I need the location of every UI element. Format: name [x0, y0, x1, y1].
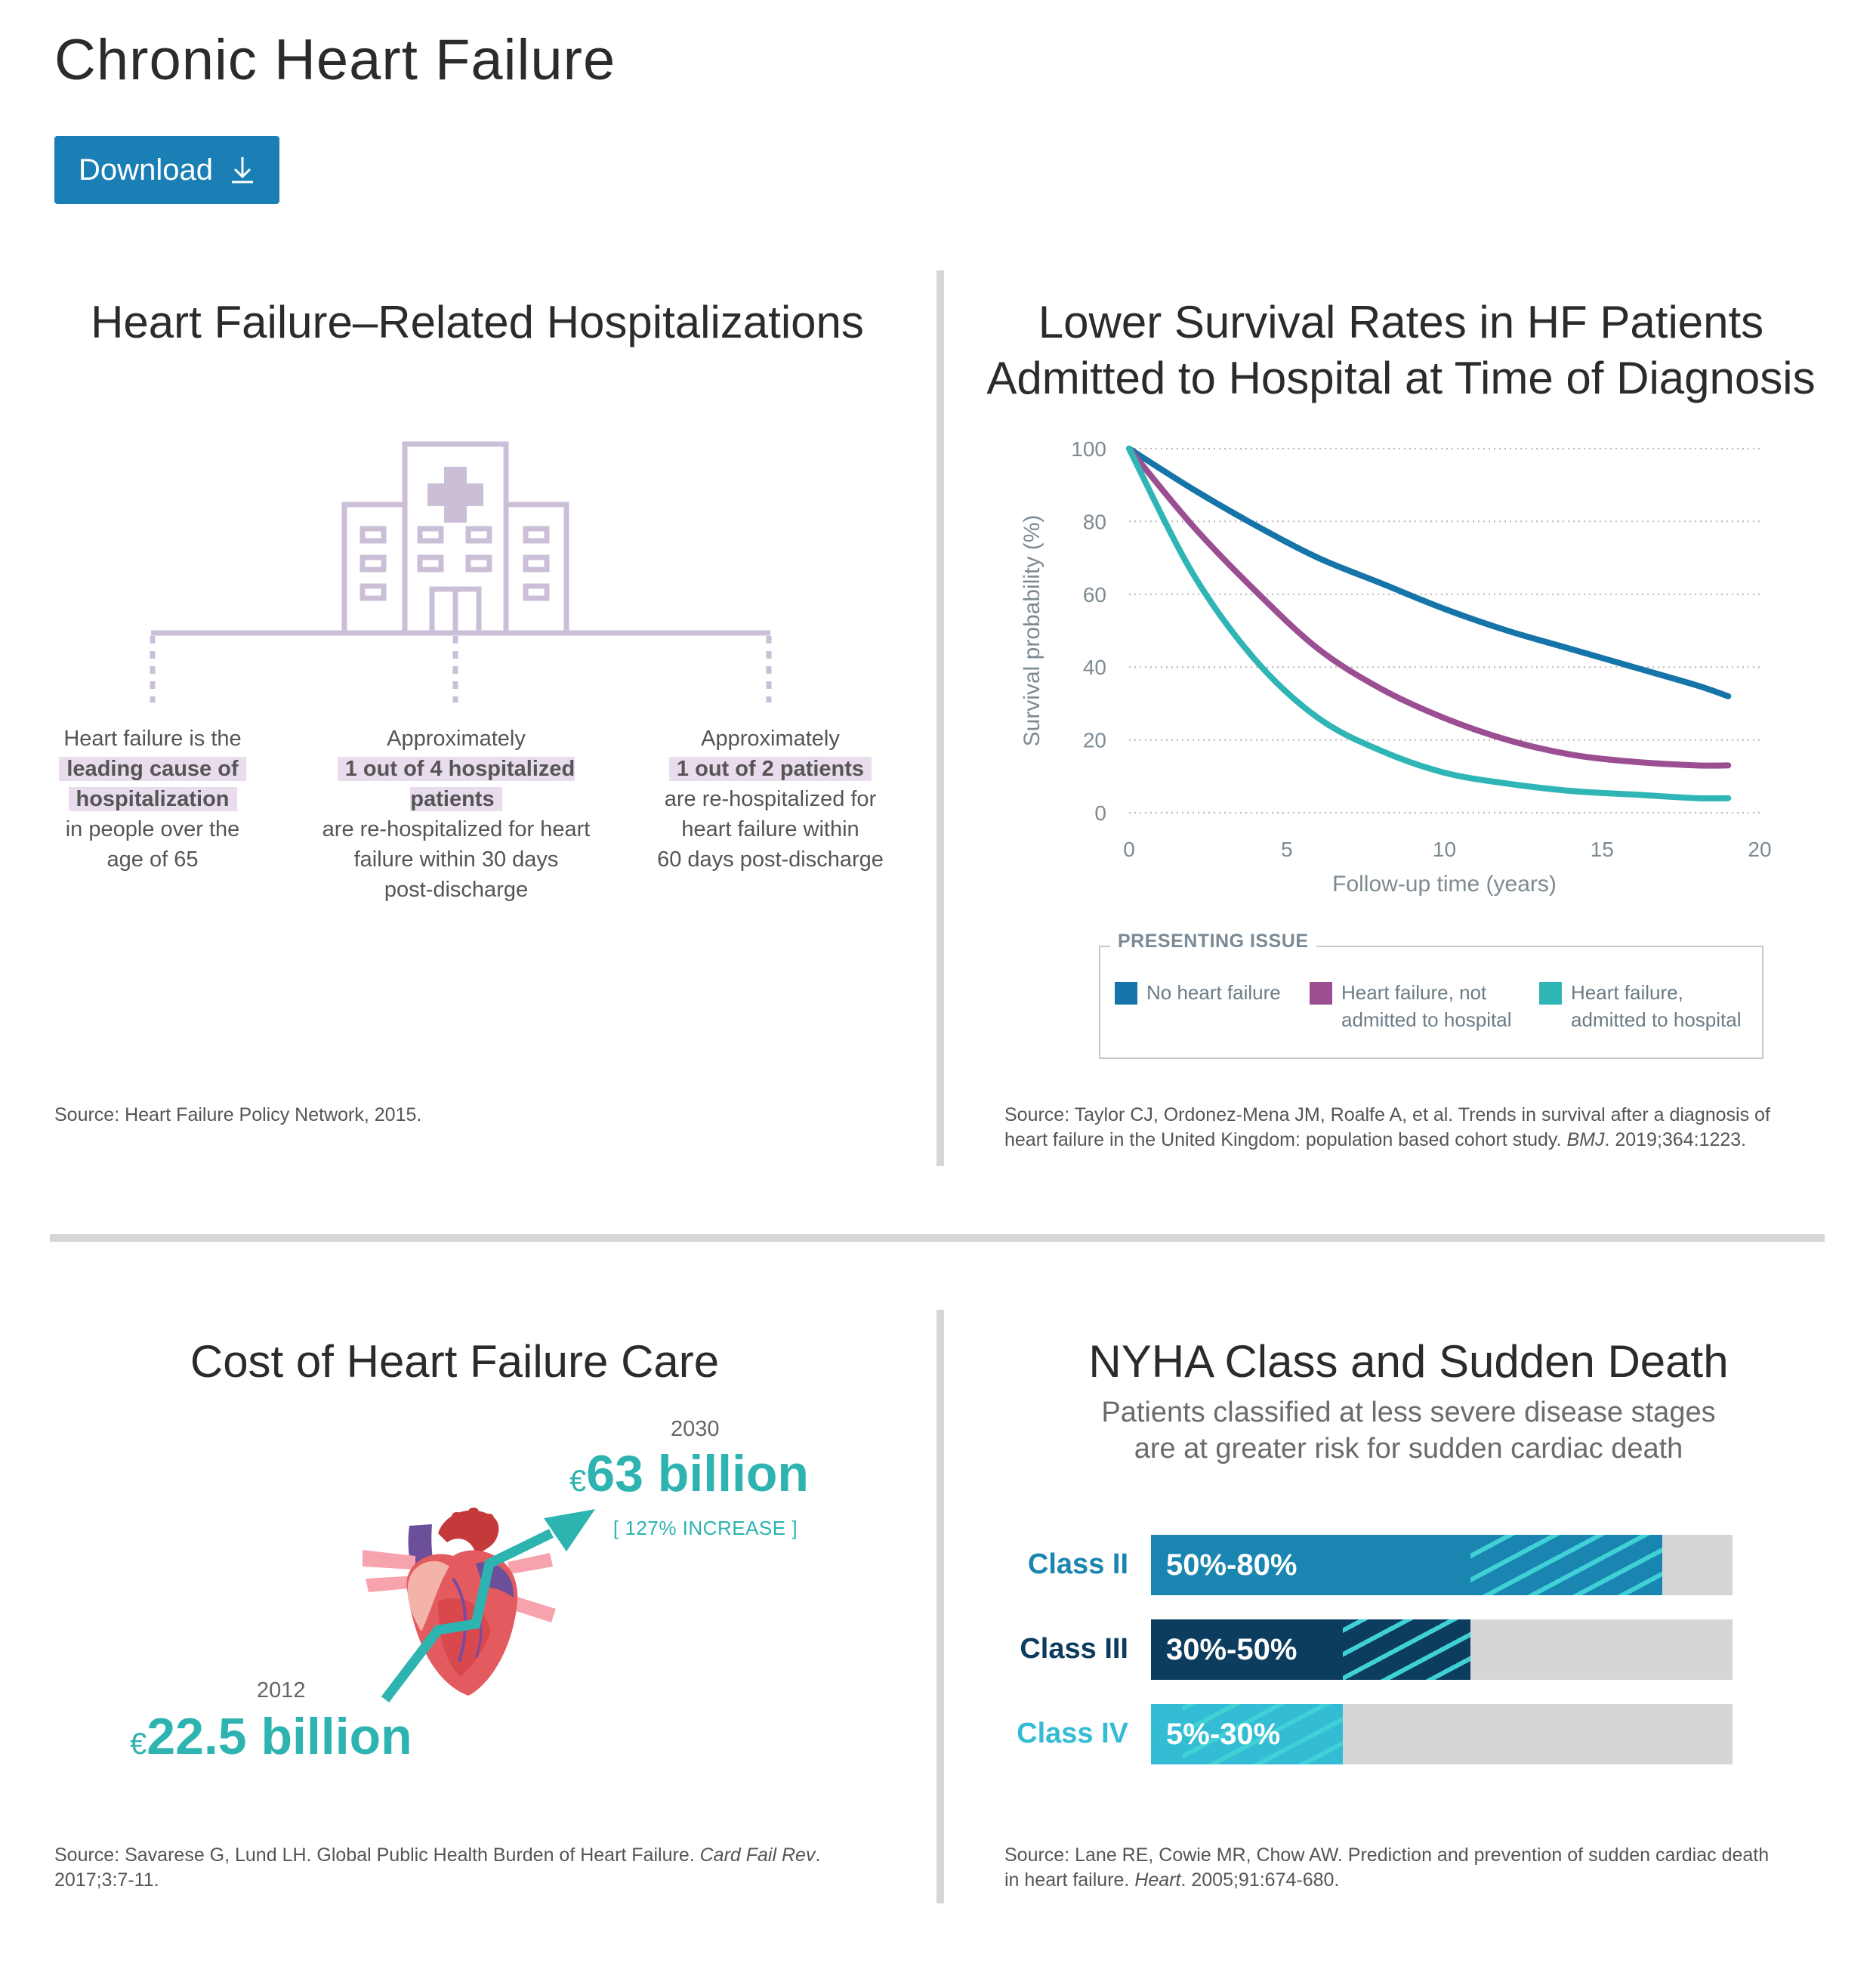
series-line-1 — [1126, 446, 1732, 769]
legend-box — [1099, 946, 1763, 1059]
stat-readmission-60-days: Approximately 1 out of 2 patients are re… — [657, 727, 884, 872]
euro-symbol: € — [569, 1465, 587, 1498]
cost-2012-value: €22.5 billion — [130, 1708, 412, 1765]
y-axis-label: Survival probability (%) — [1020, 515, 1044, 747]
download-label: Download — [79, 153, 213, 187]
bar-range-label: 50%-80% — [1166, 1548, 1298, 1582]
survival-title: Lower Survival Rates in HF Patients Admi… — [986, 297, 1816, 403]
legend-item-hf-not-admitted: Heart failure, not admitted to hospital — [1341, 981, 1512, 1031]
x-tick-label: 10 — [1433, 838, 1456, 861]
growth-arrow — [381, 1509, 595, 1702]
stat-readmission-30-days: Approximately 1 out of 4 hospitalized pa… — [322, 727, 591, 902]
legend-item-no-hf: No heart failure — [1146, 981, 1281, 1004]
bar-range-label: 30%-50% — [1166, 1633, 1298, 1666]
survival-chart: 0 20 40 60 80 100 0 5 10 15 20 Follow-up time (year… — [1020, 437, 1772, 897]
horizontal-divider — [50, 1234, 1825, 1242]
cost-source: Source: Savarese G, Lund LH. Global Publ… — [54, 1844, 821, 1891]
x-tick-label: 20 — [1748, 838, 1771, 861]
page-title: Chronic Heart Failure — [54, 28, 616, 92]
class-label: Class III — [1020, 1633, 1128, 1665]
vertical-divider-top — [936, 270, 944, 1166]
bar-range-hatch — [1342, 1619, 1471, 1680]
vertical-divider-bottom — [936, 1310, 944, 1903]
bar-track: 30%-50% — [1151, 1619, 1733, 1680]
class-label: Class IV — [1017, 1718, 1128, 1749]
bar-fill: 50%-80% — [1151, 1535, 1662, 1595]
series-line-0 — [1126, 446, 1732, 699]
bar-range-hatch — [1470, 1535, 1662, 1595]
legend-title: PRESENTING ISSUE — [1110, 931, 1316, 952]
nyha-source: Source: Lane RE, Cowie MR, Chow AW. Pred… — [1004, 1844, 1770, 1891]
cost-2030-value: €63 billion — [569, 1445, 809, 1502]
increase-badge: [ 127% INCREASE ] — [613, 1517, 798, 1539]
bar-track: 50%-80% — [1151, 1535, 1733, 1595]
y-tick-label: 100 — [1071, 437, 1106, 461]
y-tick-label: 20 — [1083, 729, 1106, 752]
nyha-subtitle: Patients classified at less severe disea… — [1101, 1397, 1716, 1465]
hospitalizations-source: Source: Heart Failure Policy Network, 20… — [54, 1104, 422, 1125]
euro-symbol: € — [130, 1727, 147, 1761]
bar-fill: 5%-30% — [1151, 1704, 1343, 1764]
year-2012: 2012 — [257, 1678, 306, 1702]
series-line-2 — [1126, 446, 1732, 802]
bar-fill: 30%-50% — [1151, 1619, 1471, 1680]
survival-source: Source: Taylor CJ, Ordonez-Mena JM, Roal… — [1004, 1104, 1770, 1150]
legend-item-hf-admitted: Heart failure, admitted to hospital — [1571, 981, 1742, 1031]
download-button[interactable]: Download — [54, 136, 279, 204]
x-tick-label: 15 — [1591, 838, 1614, 861]
legend-swatch-no-hf — [1115, 982, 1137, 1005]
highlight: 1 out of 2 patients — [668, 757, 872, 781]
cost-title: Cost of Heart Failure Care — [190, 1336, 720, 1387]
nyha-title: NYHA Class and Sudden Death — [1088, 1336, 1729, 1387]
download-icon — [231, 157, 253, 184]
highlight: leading cause of — [59, 757, 246, 781]
legend-swatch-hf-admitted — [1539, 982, 1562, 1005]
stat-leading-cause: Heart failure is the leading cause of ho… — [32, 724, 273, 875]
y-tick-label: 0 — [1094, 801, 1106, 825]
year-2030: 2030 — [671, 1417, 720, 1441]
x-axis-label: Follow-up time (years) — [1332, 872, 1557, 897]
bar-track: 5%-30% — [1151, 1704, 1733, 1764]
bar-range-label: 5%-30% — [1166, 1718, 1281, 1751]
hospitalizations-title: Heart Failure–Related Hospitalizations — [91, 297, 864, 347]
y-tick-label: 80 — [1083, 510, 1106, 533]
hospital-building-icon — [150, 441, 772, 702]
y-tick-label: 40 — [1083, 656, 1106, 679]
bar-range-hatch — [1183, 1704, 1343, 1764]
x-tick-label: 0 — [1123, 838, 1135, 861]
x-tick-label: 5 — [1281, 838, 1293, 861]
highlight: 1 out of 4 hospitalized patients — [337, 757, 575, 811]
class-label: Class II — [1027, 1548, 1128, 1580]
highlight: hospitalization — [68, 787, 237, 811]
legend-swatch-hf-not-admitted — [1310, 982, 1332, 1005]
y-tick-label: 60 — [1083, 583, 1106, 607]
